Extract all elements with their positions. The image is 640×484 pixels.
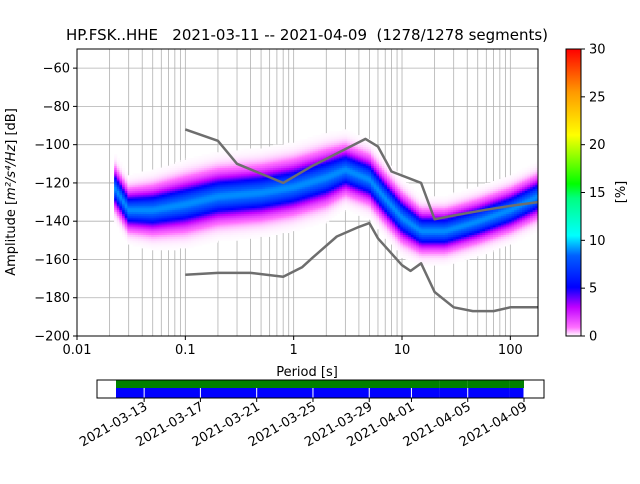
chart-title: HP.FSK..HHE 2021-03-11 -- 2021-04-09 (12…: [66, 26, 548, 44]
heatmap-cell: [403, 179, 406, 181]
heatmap-cell: [392, 168, 395, 170]
heatmap-cell: [125, 171, 128, 173]
heatmap-cell: [114, 154, 117, 156]
heatmap-cell: [117, 158, 120, 160]
heatmap-cell: [119, 162, 122, 164]
heatmap-cell: [122, 166, 125, 168]
